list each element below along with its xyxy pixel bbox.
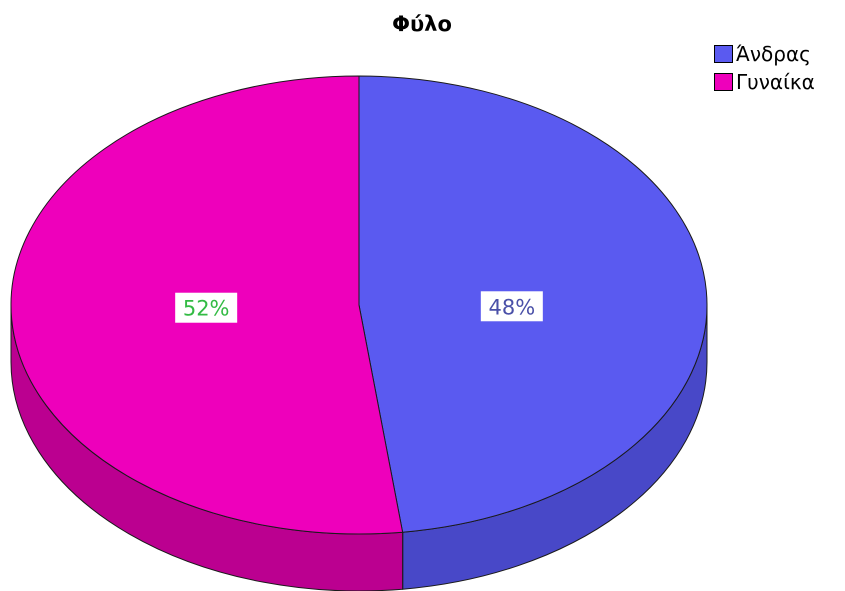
chart-title: Φύλο — [392, 12, 452, 36]
legend-item-female: Γυναίκα — [714, 68, 815, 96]
legend-swatch-female — [714, 73, 733, 91]
legend-label-female: Γυναίκα — [736, 70, 815, 94]
legend-swatch-male — [714, 45, 733, 63]
pie-label-0: 48% — [488, 295, 535, 319]
legend-item-male: Άνδρας — [714, 40, 815, 68]
pie-label-box-0 — [480, 291, 543, 322]
pie-label-box-1 — [175, 292, 238, 323]
legend: Άνδρας Γυναίκα — [714, 40, 815, 96]
legend-label-male: Άνδρας — [736, 42, 811, 66]
pie-label-1: 52% — [183, 297, 230, 321]
